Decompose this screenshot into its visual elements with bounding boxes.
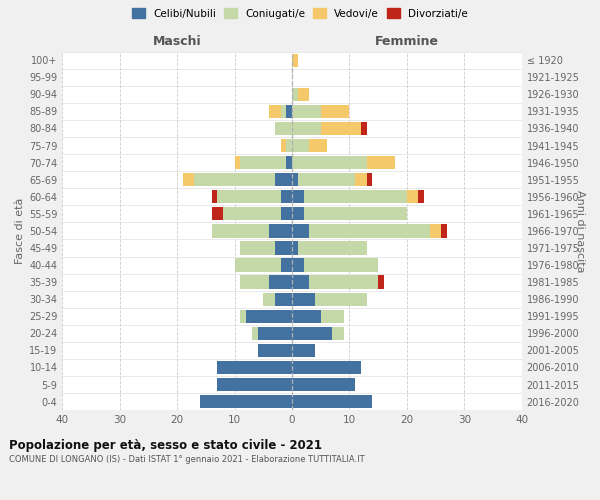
Bar [418, 190, 424, 203]
Bar [200, 395, 292, 408]
Bar [298, 242, 367, 254]
Bar [212, 207, 223, 220]
Bar [292, 361, 361, 374]
Bar [241, 276, 269, 289]
Bar [292, 242, 298, 254]
Bar [292, 310, 321, 323]
Bar [275, 242, 292, 254]
Bar [292, 105, 321, 118]
Bar [309, 276, 378, 289]
Bar [217, 378, 292, 391]
Bar [321, 122, 361, 135]
Bar [355, 173, 367, 186]
Bar [292, 224, 309, 237]
Legend: Celibi/Nubili, Coniugati/e, Vedovi/e, Divorziati/e: Celibi/Nubili, Coniugati/e, Vedovi/e, Di… [129, 5, 471, 21]
Bar [292, 207, 304, 220]
Bar [292, 190, 304, 203]
Bar [286, 105, 292, 118]
Bar [275, 122, 292, 135]
Bar [407, 190, 418, 203]
Bar [292, 173, 298, 186]
Bar [292, 326, 332, 340]
Bar [292, 378, 355, 391]
Bar [212, 190, 217, 203]
Bar [315, 292, 367, 306]
Bar [292, 258, 304, 272]
Text: Femmine: Femmine [375, 36, 439, 49]
Bar [304, 190, 407, 203]
Bar [252, 326, 257, 340]
Bar [378, 276, 384, 289]
Bar [246, 310, 292, 323]
Bar [275, 173, 292, 186]
Text: Popolazione per età, sesso e stato civile - 2021: Popolazione per età, sesso e stato civil… [9, 440, 322, 452]
Bar [281, 139, 286, 152]
Bar [309, 224, 430, 237]
Bar [257, 344, 292, 357]
Text: COMUNE DI LONGANO (IS) - Dati ISTAT 1° gennaio 2021 - Elaborazione TUTTITALIA.IT: COMUNE DI LONGANO (IS) - Dati ISTAT 1° g… [9, 455, 365, 464]
Bar [298, 88, 309, 101]
Bar [241, 310, 246, 323]
Bar [269, 105, 281, 118]
Bar [223, 207, 281, 220]
Text: Maschi: Maschi [153, 36, 202, 49]
Bar [217, 190, 281, 203]
Bar [292, 88, 298, 101]
Bar [361, 122, 367, 135]
Bar [367, 173, 373, 186]
Bar [275, 292, 292, 306]
Bar [332, 326, 344, 340]
Bar [281, 207, 292, 220]
Y-axis label: Fasce di età: Fasce di età [15, 198, 25, 264]
Bar [292, 292, 315, 306]
Bar [309, 139, 326, 152]
Bar [269, 224, 292, 237]
Bar [235, 156, 241, 170]
Bar [304, 207, 407, 220]
Bar [430, 224, 442, 237]
Bar [442, 224, 447, 237]
Bar [263, 292, 275, 306]
Bar [292, 276, 309, 289]
Bar [241, 242, 275, 254]
Bar [292, 395, 373, 408]
Bar [367, 156, 395, 170]
Bar [212, 224, 269, 237]
Bar [321, 105, 349, 118]
Bar [183, 173, 194, 186]
Bar [292, 54, 298, 67]
Bar [292, 344, 315, 357]
Bar [257, 326, 292, 340]
Bar [298, 173, 355, 186]
Bar [292, 156, 367, 170]
Bar [281, 190, 292, 203]
Bar [292, 139, 309, 152]
Bar [269, 276, 292, 289]
Bar [241, 156, 286, 170]
Bar [217, 361, 292, 374]
Bar [286, 156, 292, 170]
Bar [235, 258, 281, 272]
Bar [292, 122, 321, 135]
Bar [281, 105, 286, 118]
Bar [286, 139, 292, 152]
Bar [321, 310, 344, 323]
Bar [194, 173, 275, 186]
Y-axis label: Anni di nascita: Anni di nascita [575, 190, 585, 272]
Bar [304, 258, 378, 272]
Bar [281, 258, 292, 272]
